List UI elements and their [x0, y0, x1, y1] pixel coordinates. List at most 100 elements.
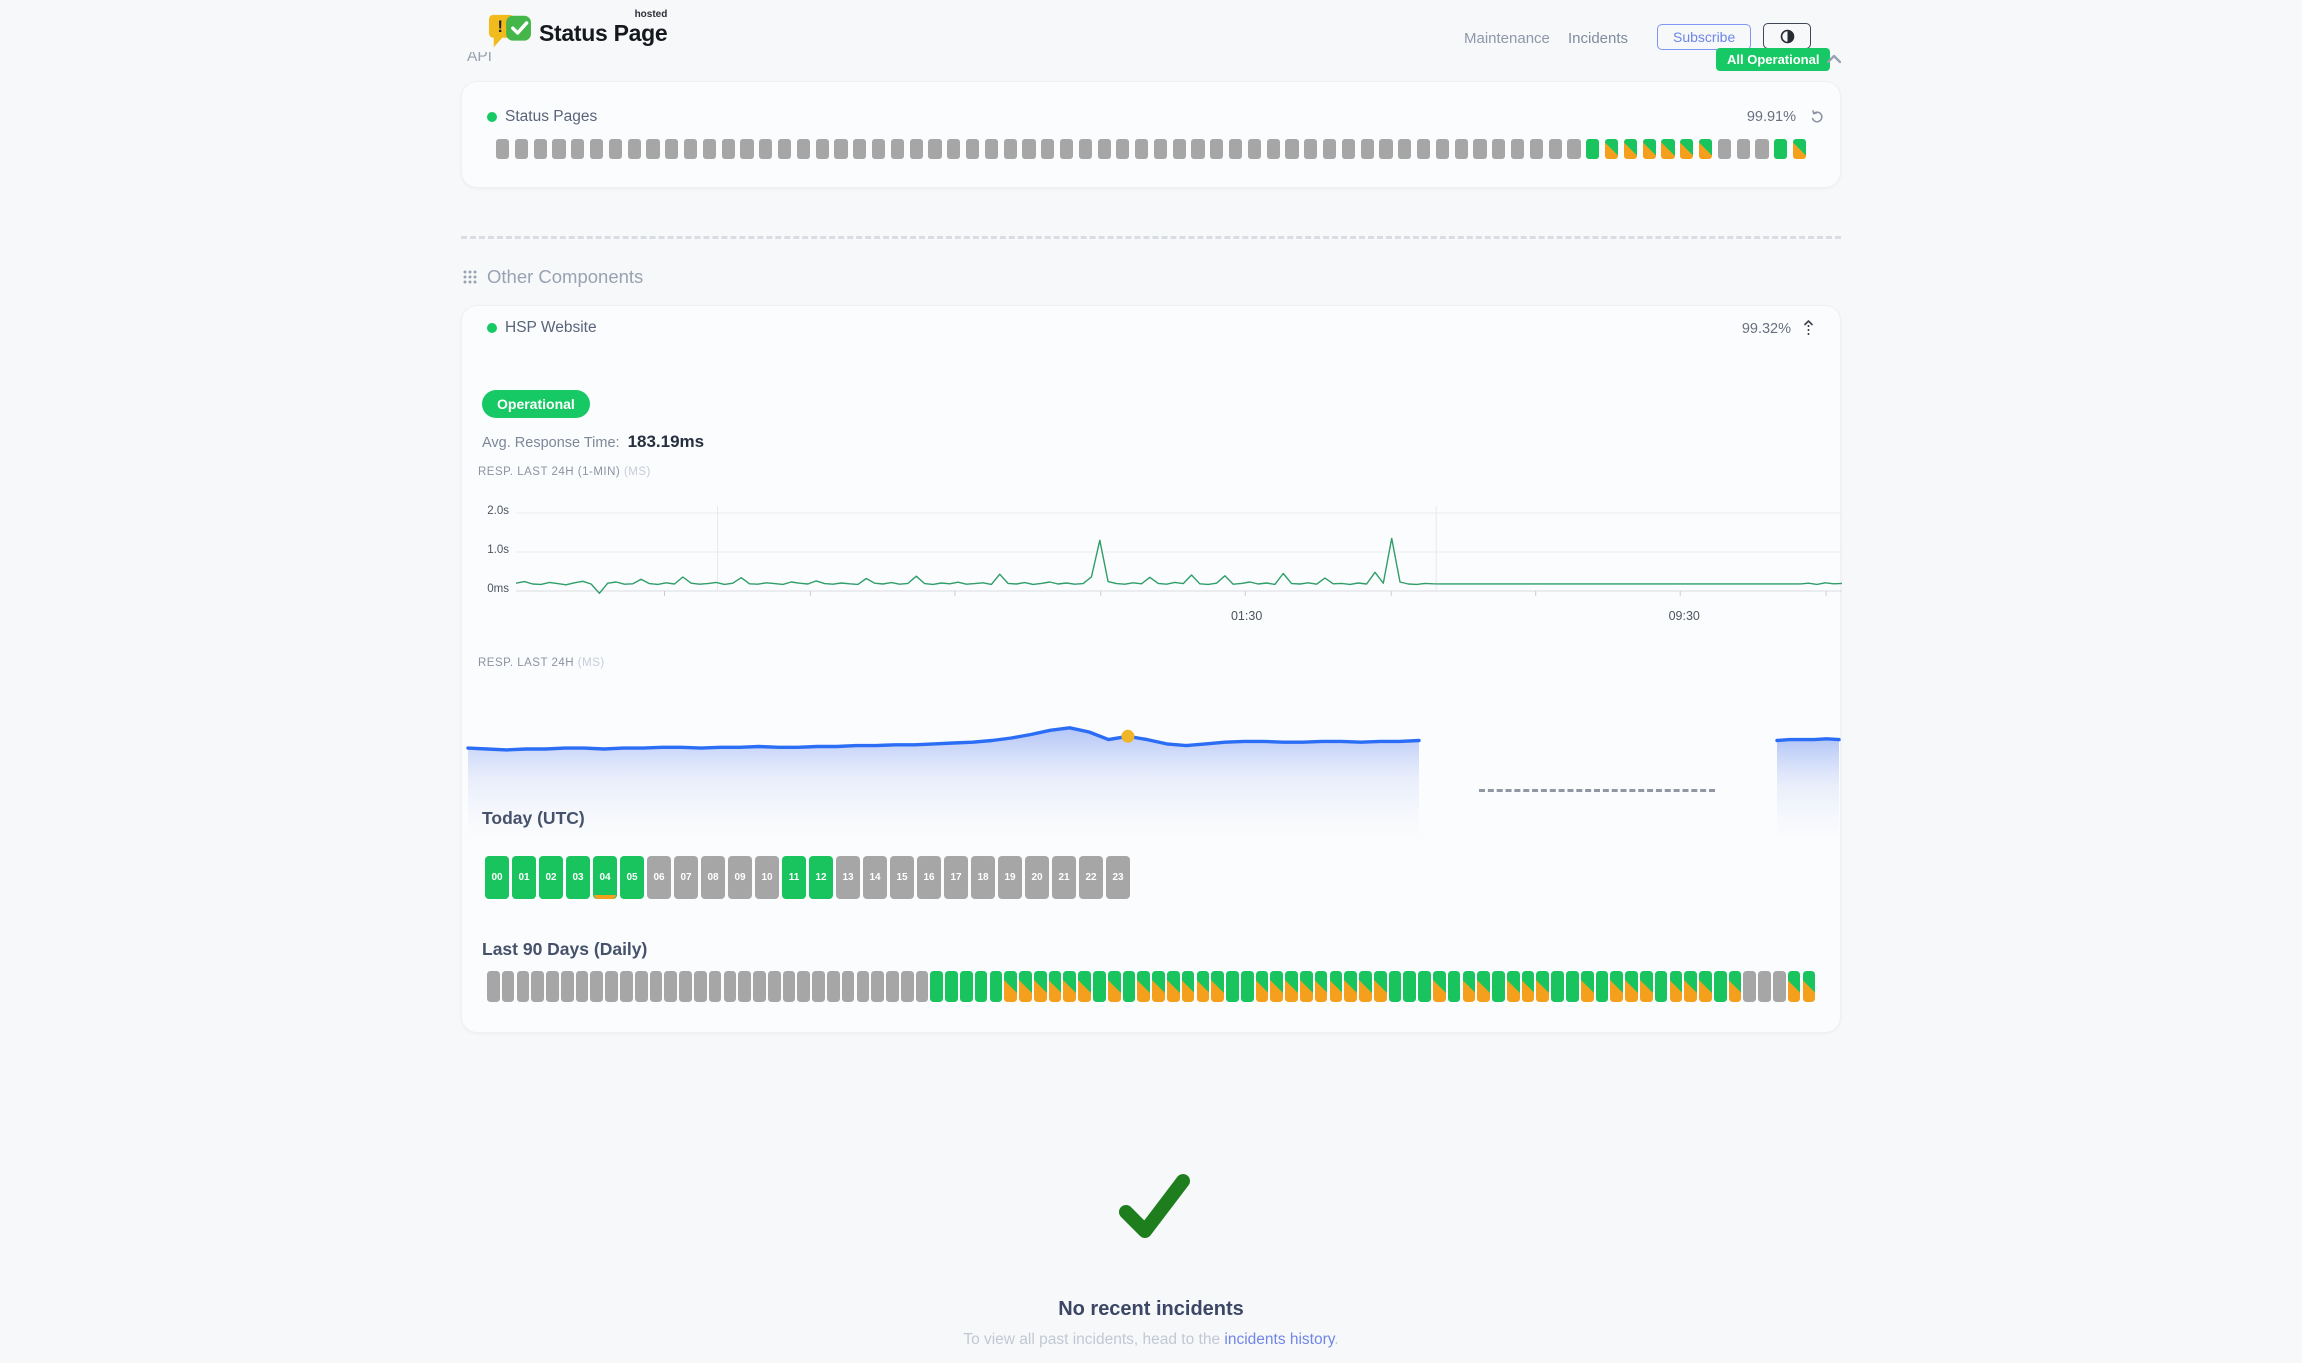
daily-uptime-bar[interactable]: [782, 971, 796, 1002]
daily-uptime-bar[interactable]: [960, 971, 973, 1002]
uptime-bar[interactable]: [1135, 139, 1149, 159]
hour-block[interactable]: 18: [971, 856, 995, 899]
uptime-bar[interactable]: [1323, 139, 1337, 159]
hour-block[interactable]: 17: [944, 856, 968, 899]
uptime-bar[interactable]: [1454, 139, 1468, 159]
uptime-bar[interactable]: [1153, 139, 1168, 159]
hour-block[interactable]: 13: [836, 856, 860, 899]
daily-uptime-bar[interactable]: [590, 971, 604, 1002]
daily-uptime-bar[interactable]: [679, 971, 692, 1002]
daily-uptime-bar[interactable]: [812, 971, 825, 1002]
hour-block[interactable]: 19: [998, 856, 1022, 899]
hour-block[interactable]: 04: [593, 856, 617, 899]
daily-uptime-bar[interactable]: [531, 971, 545, 1002]
uptime-bar[interactable]: [928, 139, 942, 159]
uptime-bar[interactable]: [759, 139, 773, 159]
uptime-bar[interactable]: [533, 139, 547, 159]
uptime-bar[interactable]: [984, 139, 998, 159]
daily-uptime-bar[interactable]: [1226, 971, 1239, 1002]
daily-uptime-bar[interactable]: [546, 971, 559, 1002]
hour-block[interactable]: 22: [1079, 856, 1103, 899]
hour-block[interactable]: 16: [917, 856, 941, 899]
uptime-bar[interactable]: [571, 139, 585, 159]
daily-uptime-bar[interactable]: [1654, 971, 1668, 1002]
uptime-bar[interactable]: [1529, 139, 1544, 159]
daily-uptime-bar[interactable]: [1743, 971, 1757, 1002]
daily-uptime-bar[interactable]: [1048, 971, 1062, 1002]
uptime-bar[interactable]: [1041, 139, 1055, 159]
daily-uptime-bar[interactable]: [708, 971, 722, 1002]
daily-uptime-bar[interactable]: [1166, 971, 1180, 1002]
daily-uptime-bar[interactable]: [1492, 971, 1505, 1002]
uptime-bar[interactable]: [1078, 139, 1092, 159]
hour-block[interactable]: 01: [512, 856, 536, 899]
daily-uptime-bar[interactable]: [1137, 971, 1151, 1002]
daily-uptime-bar[interactable]: [841, 971, 855, 1002]
uptime-bar[interactable]: [1623, 139, 1637, 159]
daily-uptime-bar[interactable]: [930, 971, 944, 1002]
uptime-bar[interactable]: [1398, 139, 1412, 159]
uptime-bar[interactable]: [1022, 139, 1036, 159]
uptime-bar[interactable]: [777, 139, 792, 159]
daily-uptime-bar[interactable]: [1033, 971, 1047, 1002]
uptime-bar[interactable]: [965, 139, 980, 159]
daily-uptime-bar[interactable]: [487, 971, 500, 1002]
daily-uptime-bar[interactable]: [1772, 971, 1786, 1002]
daily-uptime-bar[interactable]: [1669, 971, 1683, 1002]
daily-uptime-bar[interactable]: [1344, 971, 1357, 1002]
uptime-bar[interactable]: [721, 139, 735, 159]
uptime-bar[interactable]: [1210, 139, 1224, 159]
daily-uptime-bar[interactable]: [1447, 971, 1461, 1002]
daily-uptime-bar[interactable]: [1595, 971, 1609, 1002]
daily-uptime-bar[interactable]: [1625, 971, 1638, 1002]
uptime-bar[interactable]: [1511, 139, 1525, 159]
daily-uptime-bar[interactable]: [1418, 971, 1431, 1002]
uptime-bar[interactable]: [740, 139, 754, 159]
daily-uptime-bar[interactable]: [871, 971, 884, 1002]
daily-uptime-bar[interactable]: [886, 971, 899, 1002]
uptime-bar[interactable]: [1605, 139, 1619, 159]
daily-uptime-bar[interactable]: [501, 971, 515, 1002]
daily-uptime-bar[interactable]: [1211, 971, 1224, 1002]
daily-uptime-bar[interactable]: [605, 971, 618, 1002]
daily-uptime-bar[interactable]: [1610, 971, 1624, 1002]
uptime-bar[interactable]: [796, 139, 810, 159]
hour-block[interactable]: 00: [485, 856, 509, 899]
daily-uptime-bar[interactable]: [1536, 971, 1550, 1002]
daily-uptime-bar[interactable]: [1004, 971, 1018, 1002]
daily-uptime-bar[interactable]: [1314, 971, 1328, 1002]
uptime-bar[interactable]: [890, 139, 904, 159]
daily-uptime-bar[interactable]: [1299, 971, 1313, 1002]
daily-uptime-bar[interactable]: [1329, 971, 1343, 1002]
uptime-bar[interactable]: [1586, 139, 1600, 159]
daily-uptime-bar[interactable]: [1388, 971, 1402, 1002]
hour-block[interactable]: 10: [755, 856, 779, 899]
daily-uptime-bar[interactable]: [1433, 971, 1446, 1002]
uptime-bar[interactable]: [514, 139, 528, 159]
uptime-bar[interactable]: [1003, 139, 1017, 159]
daily-uptime-bar[interactable]: [1551, 971, 1564, 1002]
daily-uptime-bar[interactable]: [560, 971, 574, 1002]
hour-block[interactable]: 14: [863, 856, 887, 899]
uptime-bar[interactable]: [1097, 139, 1111, 159]
uptime-bar[interactable]: [871, 139, 886, 159]
uptime-bar[interactable]: [1567, 139, 1581, 159]
uptime-bar[interactable]: [1473, 139, 1487, 159]
hour-block[interactable]: 21: [1052, 856, 1076, 899]
daily-uptime-bar[interactable]: [1255, 971, 1269, 1002]
daily-uptime-bar[interactable]: [1566, 971, 1579, 1002]
daily-uptime-bar[interactable]: [1373, 971, 1387, 1002]
daily-uptime-bar[interactable]: [620, 971, 633, 1002]
uptime-bar[interactable]: [1116, 139, 1130, 159]
uptime-bar[interactable]: [1304, 139, 1318, 159]
daily-uptime-bar[interactable]: [1758, 971, 1771, 1002]
uptime-bar[interactable]: [1341, 139, 1356, 159]
hour-block[interactable]: 09: [728, 856, 752, 899]
uptime-bar[interactable]: [665, 139, 679, 159]
daily-uptime-bar[interactable]: [1521, 971, 1535, 1002]
uptime-bar[interactable]: [608, 139, 622, 159]
daily-uptime-bar[interactable]: [1699, 971, 1712, 1002]
uptime-bar[interactable]: [1717, 139, 1731, 159]
daily-uptime-bar[interactable]: [634, 971, 648, 1002]
daily-uptime-bar[interactable]: [1122, 971, 1136, 1002]
